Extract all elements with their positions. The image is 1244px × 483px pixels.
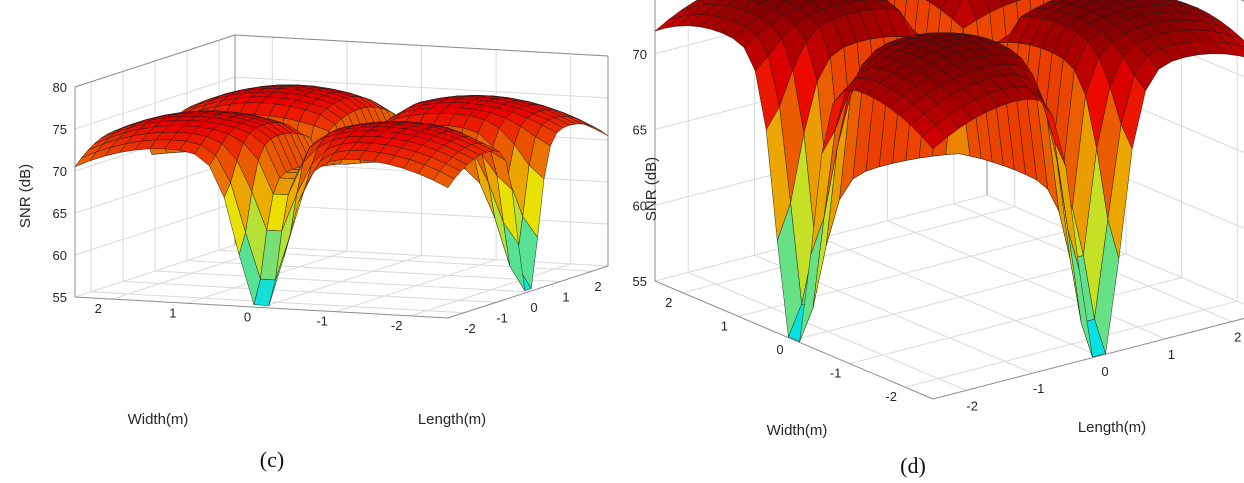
x-tick-label: -2 (966, 398, 978, 413)
panel-caption: (c) (260, 447, 284, 472)
z-tick-label: 80 (53, 80, 67, 95)
z-tick-label: 55 (633, 274, 647, 289)
y-axis-label: Width(m) (128, 411, 189, 428)
z-tick-label: 60 (633, 198, 647, 213)
surface-patch (432, 171, 455, 189)
z-tick-label: 60 (53, 248, 67, 263)
axis-box-edge (234, 34, 609, 57)
surface-patch (921, 124, 947, 150)
floor-gridline-y (849, 277, 1182, 365)
y-tick-label: -1 (830, 366, 842, 381)
z-tick-label: 70 (53, 164, 67, 179)
y-tick-label: -2 (885, 389, 897, 404)
y-tick-label: 1 (169, 305, 176, 320)
y-tick-label: -2 (391, 318, 403, 333)
floor-gridline-y (335, 259, 497, 313)
floor-gridline-y (793, 253, 1127, 341)
z-tick-label: 75 (53, 122, 67, 137)
x-tick-label: -1 (1033, 381, 1045, 396)
y-tick-label: 0 (776, 342, 783, 357)
axis-box-edge (654, 280, 934, 400)
x-tick-label: 1 (562, 290, 569, 305)
z-tick-label: 55 (53, 290, 67, 305)
z-axis-label: SNR (dB) (17, 164, 34, 228)
x-tick-label: 2 (594, 279, 601, 294)
x-tick-label: 0 (1101, 364, 1108, 379)
floor-gridline-y (682, 206, 1015, 294)
y-tick-label: 1 (721, 318, 728, 333)
z-tick-label: 70 (633, 47, 647, 62)
x-axis-label: Length(m) (418, 411, 486, 428)
panel-caption: (d) (900, 453, 926, 478)
y-tick-label: 2 (95, 301, 102, 316)
surface-patch (783, 0, 790, 2)
tick-labels: 55 60 65 70 75 80 -2 -1 0 1 2 -2 -1 0 1 2 (53, 80, 602, 336)
panel-c: 55 60 65 70 75 80 -2 -1 0 1 2 -2 -1 0 1 2 SNR (dB) Widt… (17, 34, 609, 472)
surface-patch (1086, 0, 1102, 3)
axis-box-edge (932, 317, 1244, 400)
x-axis-label: Length(m) (1078, 419, 1146, 436)
z-axis-label: SNR (dB) (643, 157, 660, 221)
axis-box-edge (74, 34, 236, 88)
axis-box-edge (447, 265, 609, 319)
axis-box-edge (74, 296, 449, 319)
x-tick-label: 1 (1168, 347, 1175, 362)
y-tick-label: 2 (665, 295, 672, 310)
z-tick-label: 65 (53, 206, 67, 221)
surface-patch (806, 0, 817, 2)
floor-gridline-y (905, 300, 1238, 388)
x-tick-label: -2 (464, 321, 476, 336)
surface (654, 0, 1244, 358)
surface (74, 84, 609, 306)
floor-gridline-y (261, 255, 422, 308)
x-tick-label: 2 (1234, 330, 1241, 345)
y-tick-label: -1 (316, 314, 328, 329)
z-tick-label: 65 (633, 123, 647, 138)
floor-gridline-y (410, 263, 571, 317)
surface-plot-c: 55 60 65 70 75 80 -2 -1 0 1 2 -2 -1 0 1 2 SNR (dB) Widt… (17, 34, 609, 472)
x-tick-label: 0 (530, 300, 537, 315)
y-axis-label: Width(m) (767, 422, 828, 439)
x-tick-label: -1 (496, 310, 508, 325)
y-tick-label: 0 (244, 310, 251, 325)
